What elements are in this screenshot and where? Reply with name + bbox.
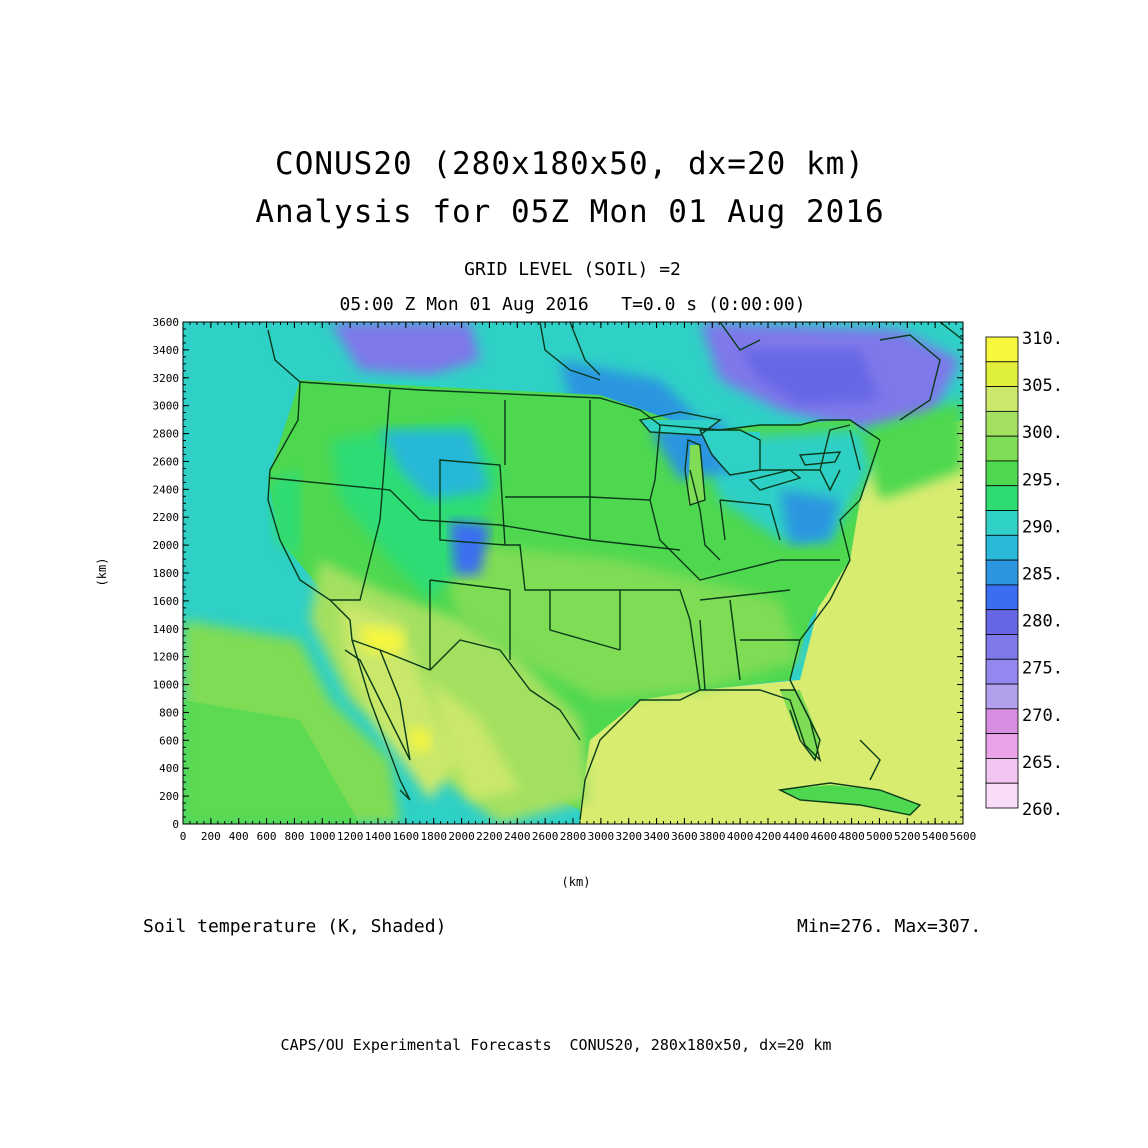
colorbar-swatch (985, 758, 1019, 784)
colorbar-swatch (985, 708, 1019, 735)
y-tick-label: 1600 (153, 595, 180, 608)
colorbar-label: 305. (1022, 376, 1063, 396)
colorbar-label: 270. (1022, 706, 1063, 726)
x-tick-label: 2200 (476, 830, 503, 843)
y-tick-label: 2600 (153, 455, 180, 468)
variable-label: Soil temperature (K, Shaded) (143, 916, 447, 937)
y-tick-label: 2400 (153, 483, 180, 496)
y-tick-label: 2000 (153, 539, 180, 552)
y-tick-label: 1200 (153, 651, 180, 664)
colorbar-swatch (985, 559, 1019, 586)
min-max-label: Min=276. Max=307. (797, 916, 982, 937)
colorbar-swatch (985, 510, 1019, 536)
title-line2: Analysis for 05Z Mon 01 Aug 2016 (255, 194, 885, 230)
x-tick-label: 5200 (894, 830, 921, 843)
y-tick-label: 1400 (153, 623, 180, 636)
colorbar-swatch (985, 435, 1019, 462)
colorbar-swatch (985, 584, 1019, 611)
colorbar-swatch (985, 733, 1019, 759)
x-tick-label: 4400 (783, 830, 810, 843)
boundaries (267, 322, 963, 821)
x-tick-label: 2600 (532, 830, 559, 843)
x-tick-label: 600 (257, 830, 277, 843)
x-tick-label: 1800 (420, 830, 447, 843)
colorbar-swatch (985, 361, 1019, 387)
x-tick-label: 3400 (643, 830, 670, 843)
x-tick-label: 4000 (727, 830, 754, 843)
x-tick-label: 800 (284, 830, 304, 843)
x-tick-label: 1200 (337, 830, 364, 843)
y-tick-label: 3200 (153, 372, 180, 385)
colorbar-label: 310. (1022, 329, 1063, 349)
y-tick-label: 3000 (153, 400, 180, 413)
x-tick-label: 5000 (866, 830, 893, 843)
colorbar-swatch (985, 782, 1019, 809)
colorbar-swatch (985, 386, 1019, 412)
colorbar-label: 265. (1022, 753, 1063, 773)
x-tick-label: 0 (180, 830, 187, 843)
y-tick-label: 2200 (153, 511, 180, 524)
x-tick-label: 4600 (810, 830, 837, 843)
y-tick-label: 200 (159, 790, 179, 803)
x-tick-label: 400 (229, 830, 249, 843)
y-tick-label: 2800 (153, 428, 180, 441)
x-axis: 0 200 400 600 800 1000 1200 1400 1600 1800 2000 220… (180, 322, 977, 843)
colorbar: 310. 305. 300. 295. 290. 285. 280. 275. 270. 265.… (985, 329, 1063, 820)
x-tick-label: 5600 (950, 830, 977, 843)
x-tick-label: 3000 (588, 830, 615, 843)
x-tick-label: 2000 (448, 830, 475, 843)
time-label: 05:00 Z Mon 01 Aug 2016 T=0.0 s (0:00:00… (339, 294, 806, 315)
colorbar-swatch (985, 460, 1019, 487)
x-tick-label: 1600 (393, 830, 420, 843)
colorbar-swatch (985, 410, 1019, 437)
y-axis-label: (km) (95, 558, 109, 587)
colorbar-swatch (985, 609, 1019, 635)
x-tick-label: 1000 (309, 830, 336, 843)
map-field (183, 322, 963, 824)
x-tick-label: 200 (201, 830, 221, 843)
x-axis-label: (km) (562, 875, 591, 889)
y-tick-label: 3400 (153, 344, 180, 357)
y-axis: 0 200 400 600 800 1000 1200 1400 1600 1800 2000 220… (153, 316, 963, 831)
colorbar-label: 260. (1022, 800, 1063, 820)
x-tick-label: 2800 (560, 830, 587, 843)
x-tick-label: 2400 (504, 830, 531, 843)
colorbar-swatch (985, 683, 1019, 710)
title-line1: CONUS20 (280x180x50, dx=20 km) (275, 146, 865, 182)
footer-credit: CAPS/OU Experimental Forecasts CONUS20, … (280, 1036, 832, 1054)
colorbar-label: 280. (1022, 612, 1063, 632)
x-tick-label: 5400 (922, 830, 949, 843)
x-tick-label: 1400 (365, 830, 392, 843)
x-tick-label: 3800 (699, 830, 726, 843)
colorbar-label: 295. (1022, 470, 1063, 490)
x-tick-label: 4200 (755, 830, 782, 843)
colorbar-swatch (985, 658, 1019, 685)
y-tick-label: 1000 (153, 679, 180, 692)
colorbar-label: 285. (1022, 565, 1063, 585)
x-tick-label: 3600 (671, 830, 698, 843)
colorbar-label: 290. (1022, 517, 1063, 537)
y-tick-label: 600 (159, 734, 179, 747)
y-tick-label: 1800 (153, 567, 180, 580)
y-tick-label: 400 (159, 762, 179, 775)
colorbar-swatch (985, 485, 1019, 511)
y-tick-label: 3600 (153, 316, 180, 329)
colorbar-swatch (985, 634, 1019, 660)
x-tick-label: 4800 (838, 830, 865, 843)
y-tick-label: 800 (159, 706, 179, 719)
colorbar-label: 275. (1022, 659, 1063, 679)
colorbar-swatch (985, 534, 1019, 561)
x-tick-label: 3200 (615, 830, 642, 843)
colorbar-swatch (985, 336, 1019, 363)
y-tick-label: 0 (172, 818, 179, 831)
grid-level-label: GRID LEVEL (SOIL) =2 (464, 259, 681, 280)
colorbar-label: 300. (1022, 423, 1063, 443)
